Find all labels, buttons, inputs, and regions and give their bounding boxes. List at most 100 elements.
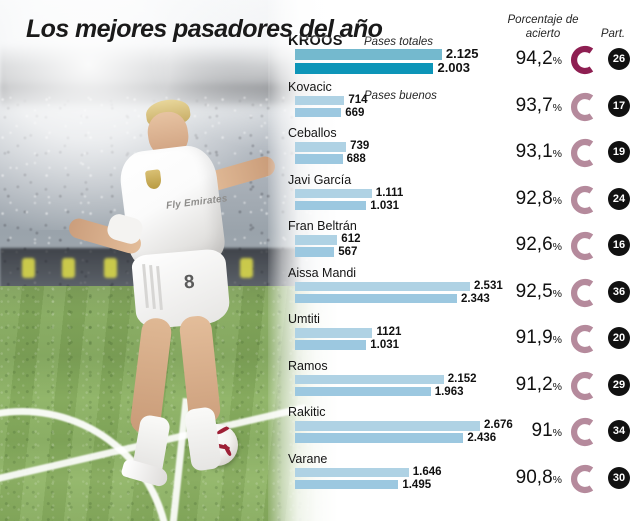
table-row: Rakitic 2.676 2.436 91% 34 bbox=[268, 405, 640, 455]
table-row: Javi García 1.111 1.031 92,8% 24 bbox=[268, 172, 640, 223]
percent-symbol: % bbox=[552, 241, 562, 253]
percent-symbol: % bbox=[552, 148, 562, 160]
player-name: Javi García bbox=[288, 172, 352, 187]
page-title: Los mejores pasadores del año bbox=[26, 15, 383, 43]
bar-group bbox=[295, 188, 525, 210]
accuracy-donut-icon bbox=[568, 137, 600, 169]
value-good-passes: 2.436 bbox=[467, 432, 497, 444]
participations-badge: 16 bbox=[608, 234, 630, 256]
bar-group bbox=[295, 328, 525, 350]
bar-group bbox=[295, 467, 525, 489]
participations-badge: 20 bbox=[608, 327, 630, 349]
percent-symbol: % bbox=[552, 380, 562, 393]
bar-total-passes bbox=[295, 142, 347, 152]
percent-accuracy: 94,2% bbox=[515, 48, 562, 69]
value-total-passes: 1.646 bbox=[412, 465, 442, 478]
player-name: Kovacic bbox=[288, 79, 332, 94]
percent-accuracy: 91,2% bbox=[515, 373, 562, 395]
bar-total-passes bbox=[295, 95, 345, 105]
accuracy-donut-icon bbox=[568, 277, 600, 309]
percent-accuracy: 90,8% bbox=[515, 466, 562, 488]
bar-total-passes bbox=[295, 374, 444, 384]
value-total-passes: 1.111 bbox=[375, 186, 404, 199]
bar-good-passes bbox=[295, 200, 367, 210]
table-row: Ceballos 739 688 93,1% 19 bbox=[268, 126, 640, 176]
accuracy-donut-icon bbox=[568, 416, 600, 448]
bar-total-passes bbox=[295, 467, 409, 477]
bar-total-passes bbox=[295, 421, 480, 431]
participations-badge: 24 bbox=[608, 187, 630, 210]
value-total-passes: 2.531 bbox=[473, 279, 503, 292]
player-name: Fran Beltrán bbox=[288, 219, 357, 233]
value-good-passes: 2.003 bbox=[437, 60, 471, 75]
bar-group bbox=[295, 49, 525, 74]
percent-accuracy: 93,1% bbox=[515, 141, 562, 162]
participations-badge: 17 bbox=[608, 94, 630, 117]
value-total-passes: 739 bbox=[350, 140, 370, 152]
value-good-passes: 2.343 bbox=[460, 292, 490, 305]
table-row: Ramos 2.152 1.963 91,2% 29 bbox=[268, 358, 640, 409]
bar-total-passes bbox=[295, 328, 373, 338]
bar-good-passes bbox=[295, 433, 464, 443]
value-total-passes: 1121 bbox=[376, 326, 402, 338]
value-good-passes: 1.031 bbox=[370, 199, 400, 212]
ranking-rows: KROOS 2.125 2.003 94,2% 26 Kovacic 714 6… bbox=[268, 34, 640, 502]
percent-accuracy: 93,7% bbox=[515, 94, 562, 116]
bar-total-passes bbox=[295, 281, 470, 291]
accuracy-donut-icon bbox=[568, 230, 600, 262]
bar-group bbox=[295, 95, 525, 117]
participations-badge: 34 bbox=[608, 420, 630, 442]
accuracy-donut-icon bbox=[568, 370, 600, 402]
player-name: Rakitic bbox=[288, 405, 326, 419]
value-good-passes: 567 bbox=[338, 246, 358, 258]
percent-accuracy: 91,9% bbox=[515, 327, 562, 348]
table-row: Aissa Mandi 2.531 2.343 92,5% 36 bbox=[268, 265, 640, 316]
table-row: Varane 1.646 1.495 90,8% 30 bbox=[268, 451, 640, 502]
bar-good-passes bbox=[295, 386, 431, 396]
percent-symbol: % bbox=[552, 287, 562, 300]
header-percent: Porcentaje de acierto bbox=[507, 14, 579, 40]
table-row: KROOS 2.125 2.003 94,2% 26 bbox=[268, 34, 640, 83]
value-total-passes: 2.125 bbox=[445, 46, 479, 61]
header-participations: Part. bbox=[600, 28, 626, 40]
value-total-passes: 2.676 bbox=[484, 419, 513, 431]
bar-good-passes bbox=[295, 154, 343, 164]
legend-good-passes: Pases buenos bbox=[364, 90, 437, 102]
percent-symbol: % bbox=[552, 473, 562, 486]
table-row: Fran Beltrán 612 567 92,6% 16 bbox=[268, 219, 640, 269]
player-name: Aissa Mandi bbox=[288, 265, 357, 280]
value-good-passes: 1.963 bbox=[434, 385, 464, 398]
percent-accuracy: 92,6% bbox=[515, 234, 562, 255]
percent-accuracy: 91% bbox=[531, 420, 562, 441]
bar-group bbox=[295, 281, 525, 303]
accuracy-donut-icon bbox=[568, 323, 600, 355]
percent-symbol: % bbox=[552, 194, 562, 207]
participations-badge: 26 bbox=[608, 48, 630, 70]
chart-panel: Porcentaje de acierto Part. Pases totale… bbox=[268, 0, 640, 521]
table-row: Umtiti 1121 1.031 91,9% 20 bbox=[268, 313, 640, 362]
accuracy-donut-icon bbox=[568, 44, 600, 76]
percent-symbol: % bbox=[552, 55, 562, 67]
accuracy-donut-icon bbox=[568, 91, 600, 123]
table-row: Kovacic 714 669 93,7% 17 bbox=[268, 79, 640, 130]
bar-group bbox=[295, 235, 525, 257]
accuracy-donut-icon bbox=[568, 184, 600, 216]
bar-total-passes bbox=[295, 49, 442, 60]
bar-total-passes bbox=[295, 188, 372, 198]
participations-badge: 19 bbox=[608, 141, 630, 163]
bar-good-passes bbox=[295, 479, 399, 489]
player-name: Ceballos bbox=[288, 126, 337, 140]
value-good-passes: 669 bbox=[345, 106, 365, 119]
value-total-passes: 714 bbox=[348, 93, 368, 106]
bar-good-passes bbox=[295, 107, 342, 117]
bar-group bbox=[295, 421, 525, 443]
bar-good-passes bbox=[295, 340, 367, 350]
bar-group bbox=[295, 374, 525, 396]
value-good-passes: 688 bbox=[346, 153, 366, 165]
legend-total-passes: Pases totales bbox=[364, 36, 434, 48]
player-name: Ramos bbox=[288, 358, 328, 373]
player-name: Varane bbox=[288, 451, 328, 466]
column-headers: Porcentaje de acierto Part. bbox=[268, 0, 640, 52]
percent-symbol: % bbox=[552, 334, 562, 346]
